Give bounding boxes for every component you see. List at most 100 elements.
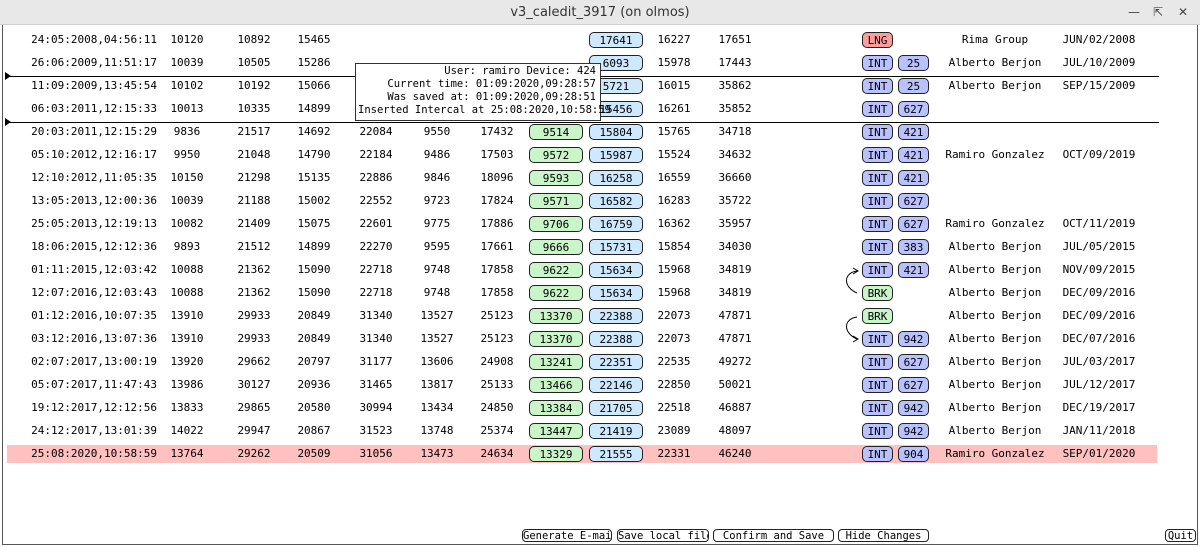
table-row[interactable]: 03:12:2016,13:07:36 13910 29933 20849 31340 1…: [7, 330, 1157, 348]
minimize-icon[interactable]: —: [1128, 5, 1140, 19]
row-value-v8-box[interactable]: 15804: [589, 124, 643, 140]
row-device-badge[interactable]: 421: [898, 124, 929, 140]
row-value-v8-box[interactable]: 22146: [589, 377, 643, 393]
row-type-badge[interactable]: INT: [862, 124, 893, 140]
table-row[interactable]: 11:09:2009,13:45:54 10102 10192 15066 5721 16…: [7, 77, 1157, 95]
row-value-v7-box[interactable]: 9572: [529, 147, 583, 163]
row-type-badge[interactable]: INT: [862, 423, 893, 439]
quit-button[interactable]: Quit: [1165, 529, 1196, 542]
row-value-v8-box[interactable]: 16582: [589, 193, 643, 209]
row-type-badge[interactable]: LNG: [862, 32, 893, 48]
table-row[interactable]: 20:03:2011,12:15:29 9836 21517 14692 22084 95…: [7, 123, 1157, 141]
row-type-badge[interactable]: INT: [862, 377, 893, 393]
table-row[interactable]: 18:06:2015,12:12:36 9893 21512 14899 22270 95…: [7, 238, 1157, 256]
row-value-v8-box[interactable]: 15634: [589, 262, 643, 278]
row-type-badge[interactable]: INT: [862, 331, 893, 347]
row-value-v8-box[interactable]: 22351: [589, 354, 643, 370]
row-value-v7-box[interactable]: 13370: [529, 331, 583, 347]
row-value-v8-box[interactable]: 16258: [589, 170, 643, 186]
row-value-v8-box[interactable]: 21555: [589, 446, 643, 462]
row-value-v7-box[interactable]: 9622: [529, 262, 583, 278]
row-type-badge[interactable]: INT: [862, 170, 893, 186]
row-value-v8-box[interactable]: 15634: [589, 285, 643, 301]
row-device-badge[interactable]: 942: [898, 423, 929, 439]
row-value-v7-box[interactable]: 9514: [529, 124, 583, 140]
row-type-badge[interactable]: INT: [862, 78, 893, 94]
table-row[interactable]: 05:10:2012,12:16:17 9950 21048 14790 22184 94…: [7, 146, 1157, 164]
close-icon[interactable]: ✕: [1177, 5, 1189, 19]
confirm-and-save-button[interactable]: Confirm and Save: [713, 529, 834, 542]
table-row[interactable]: 01:11:2015,12:03:42 10088 21362 15090 22718 9…: [7, 261, 1157, 279]
row-value-v7-box[interactable]: 13241: [529, 354, 583, 370]
table-row[interactable]: 01:12:2016,10:07:35 13910 29933 20849 31340 1…: [7, 307, 1157, 325]
table-row[interactable]: 24:12:2017,13:01:39 14022 29947 20867 31523 1…: [7, 422, 1157, 440]
table-row[interactable]: 25:05:2013,12:19:13 10082 21409 15075 22601 9…: [7, 215, 1157, 233]
table-row[interactable]: 12:10:2012,11:05:35 10150 21298 15135 22886 9…: [7, 169, 1157, 187]
row-operator-name: Rima Group: [961, 33, 1029, 46]
save-local-file-button[interactable]: Save local file: [617, 529, 709, 542]
row-device-badge[interactable]: 627: [898, 193, 929, 209]
row-type-badge[interactable]: INT: [862, 354, 893, 370]
row-type-badge[interactable]: INT: [862, 193, 893, 209]
row-device-badge[interactable]: 942: [898, 400, 929, 416]
row-value-v7-box[interactable]: 13447: [529, 423, 583, 439]
table-row[interactable]: 24:05:2008,04:56:11 10120 10892 15465 17641 1…: [7, 31, 1157, 49]
row-device-badge[interactable]: 627: [898, 377, 929, 393]
table-row[interactable]: 19:12:2017,12:12:56 13833 29865 20580 30994 1…: [7, 399, 1157, 417]
table-row[interactable]: 05:07:2017,11:47:43 13986 30127 20936 31465 1…: [7, 376, 1157, 394]
hide-changes-button[interactable]: Hide Changes: [838, 529, 929, 542]
row-value-v8-box[interactable]: 15987: [589, 147, 643, 163]
row-value-v7-box[interactable]: 9706: [529, 216, 583, 232]
row-value-v6: 25123: [480, 309, 514, 322]
row-device-badge[interactable]: 942: [898, 331, 929, 347]
row-value-v7-box[interactable]: 9622: [529, 285, 583, 301]
row-device-badge[interactable]: 627: [898, 101, 929, 117]
row-device-badge[interactable]: 627: [898, 354, 929, 370]
row-value-v10: 34718: [718, 125, 752, 138]
table-row[interactable]: 12:07:2016,12:03:43 10088 21362 15090 22718 9…: [7, 284, 1157, 302]
table-row[interactable]: 02:07:2017,13:00:19 13920 29662 20797 31177 1…: [7, 353, 1157, 371]
row-value-v8-box[interactable]: 22388: [589, 331, 643, 347]
row-type-badge[interactable]: BRK: [862, 285, 893, 301]
row-device-badge[interactable]: 25: [898, 55, 929, 71]
row-value-v8-box[interactable]: 5721: [589, 78, 643, 94]
row-device-badge[interactable]: 421: [898, 262, 929, 278]
row-type-badge[interactable]: INT: [862, 239, 893, 255]
row-device-badge[interactable]: 383: [898, 239, 929, 255]
row-value-v7-box[interactable]: 13466: [529, 377, 583, 393]
row-device-badge[interactable]: 904: [898, 446, 929, 462]
row-type-badge[interactable]: INT: [862, 55, 893, 71]
row-device-badge[interactable]: 25: [898, 78, 929, 94]
table-row[interactable]: 26:06:2009,11:51:17 10039 10505 15286 6093 15…: [7, 54, 1157, 72]
row-type-badge[interactable]: INT: [862, 262, 893, 278]
row-value-v8-box[interactable]: 21419: [589, 423, 643, 439]
table-row[interactable]: 13:05:2013,12:00:36 10039 21188 15002 22552 9…: [7, 192, 1157, 210]
row-type-badge[interactable]: BRK: [862, 308, 893, 324]
maximize-icon[interactable]: ⇱: [1152, 5, 1164, 19]
row-value-v8-box[interactable]: 6093: [589, 55, 643, 71]
table-row[interactable]: 25:08:2020,10:58:59 13764 29262 20509 31056 1…: [7, 445, 1157, 463]
marker-arrow-icon: [5, 72, 11, 80]
row-value-v7-box[interactable]: 13329: [529, 446, 583, 462]
row-value-v7-box[interactable]: 9666: [529, 239, 583, 255]
row-type-badge[interactable]: INT: [862, 216, 893, 232]
row-value-v7-box[interactable]: 9571: [529, 193, 583, 209]
row-value-v8-box[interactable]: 15456: [589, 101, 643, 117]
row-value-v10: 36660: [718, 171, 752, 184]
row-value-v8-box[interactable]: 21705: [589, 400, 643, 416]
row-value-v8-box[interactable]: 22388: [589, 308, 643, 324]
row-device-badge[interactable]: 421: [898, 170, 929, 186]
row-value-v7-box[interactable]: 13384: [529, 400, 583, 416]
row-value-v8-box[interactable]: 17641: [589, 32, 643, 48]
row-type-badge[interactable]: INT: [862, 446, 893, 462]
row-value-v8-box[interactable]: 15731: [589, 239, 643, 255]
row-type-badge[interactable]: INT: [862, 400, 893, 416]
row-value-v7-box[interactable]: 9593: [529, 170, 583, 186]
row-type-badge[interactable]: INT: [862, 147, 893, 163]
row-value-v8-box[interactable]: 16759: [589, 216, 643, 232]
row-type-badge[interactable]: INT: [862, 101, 893, 117]
row-value-v7-box[interactable]: 13370: [529, 308, 583, 324]
row-device-badge[interactable]: 421: [898, 147, 929, 163]
row-device-badge[interactable]: 627: [898, 216, 929, 232]
generate-email-button[interactable]: Generate E-mail: [522, 529, 612, 542]
